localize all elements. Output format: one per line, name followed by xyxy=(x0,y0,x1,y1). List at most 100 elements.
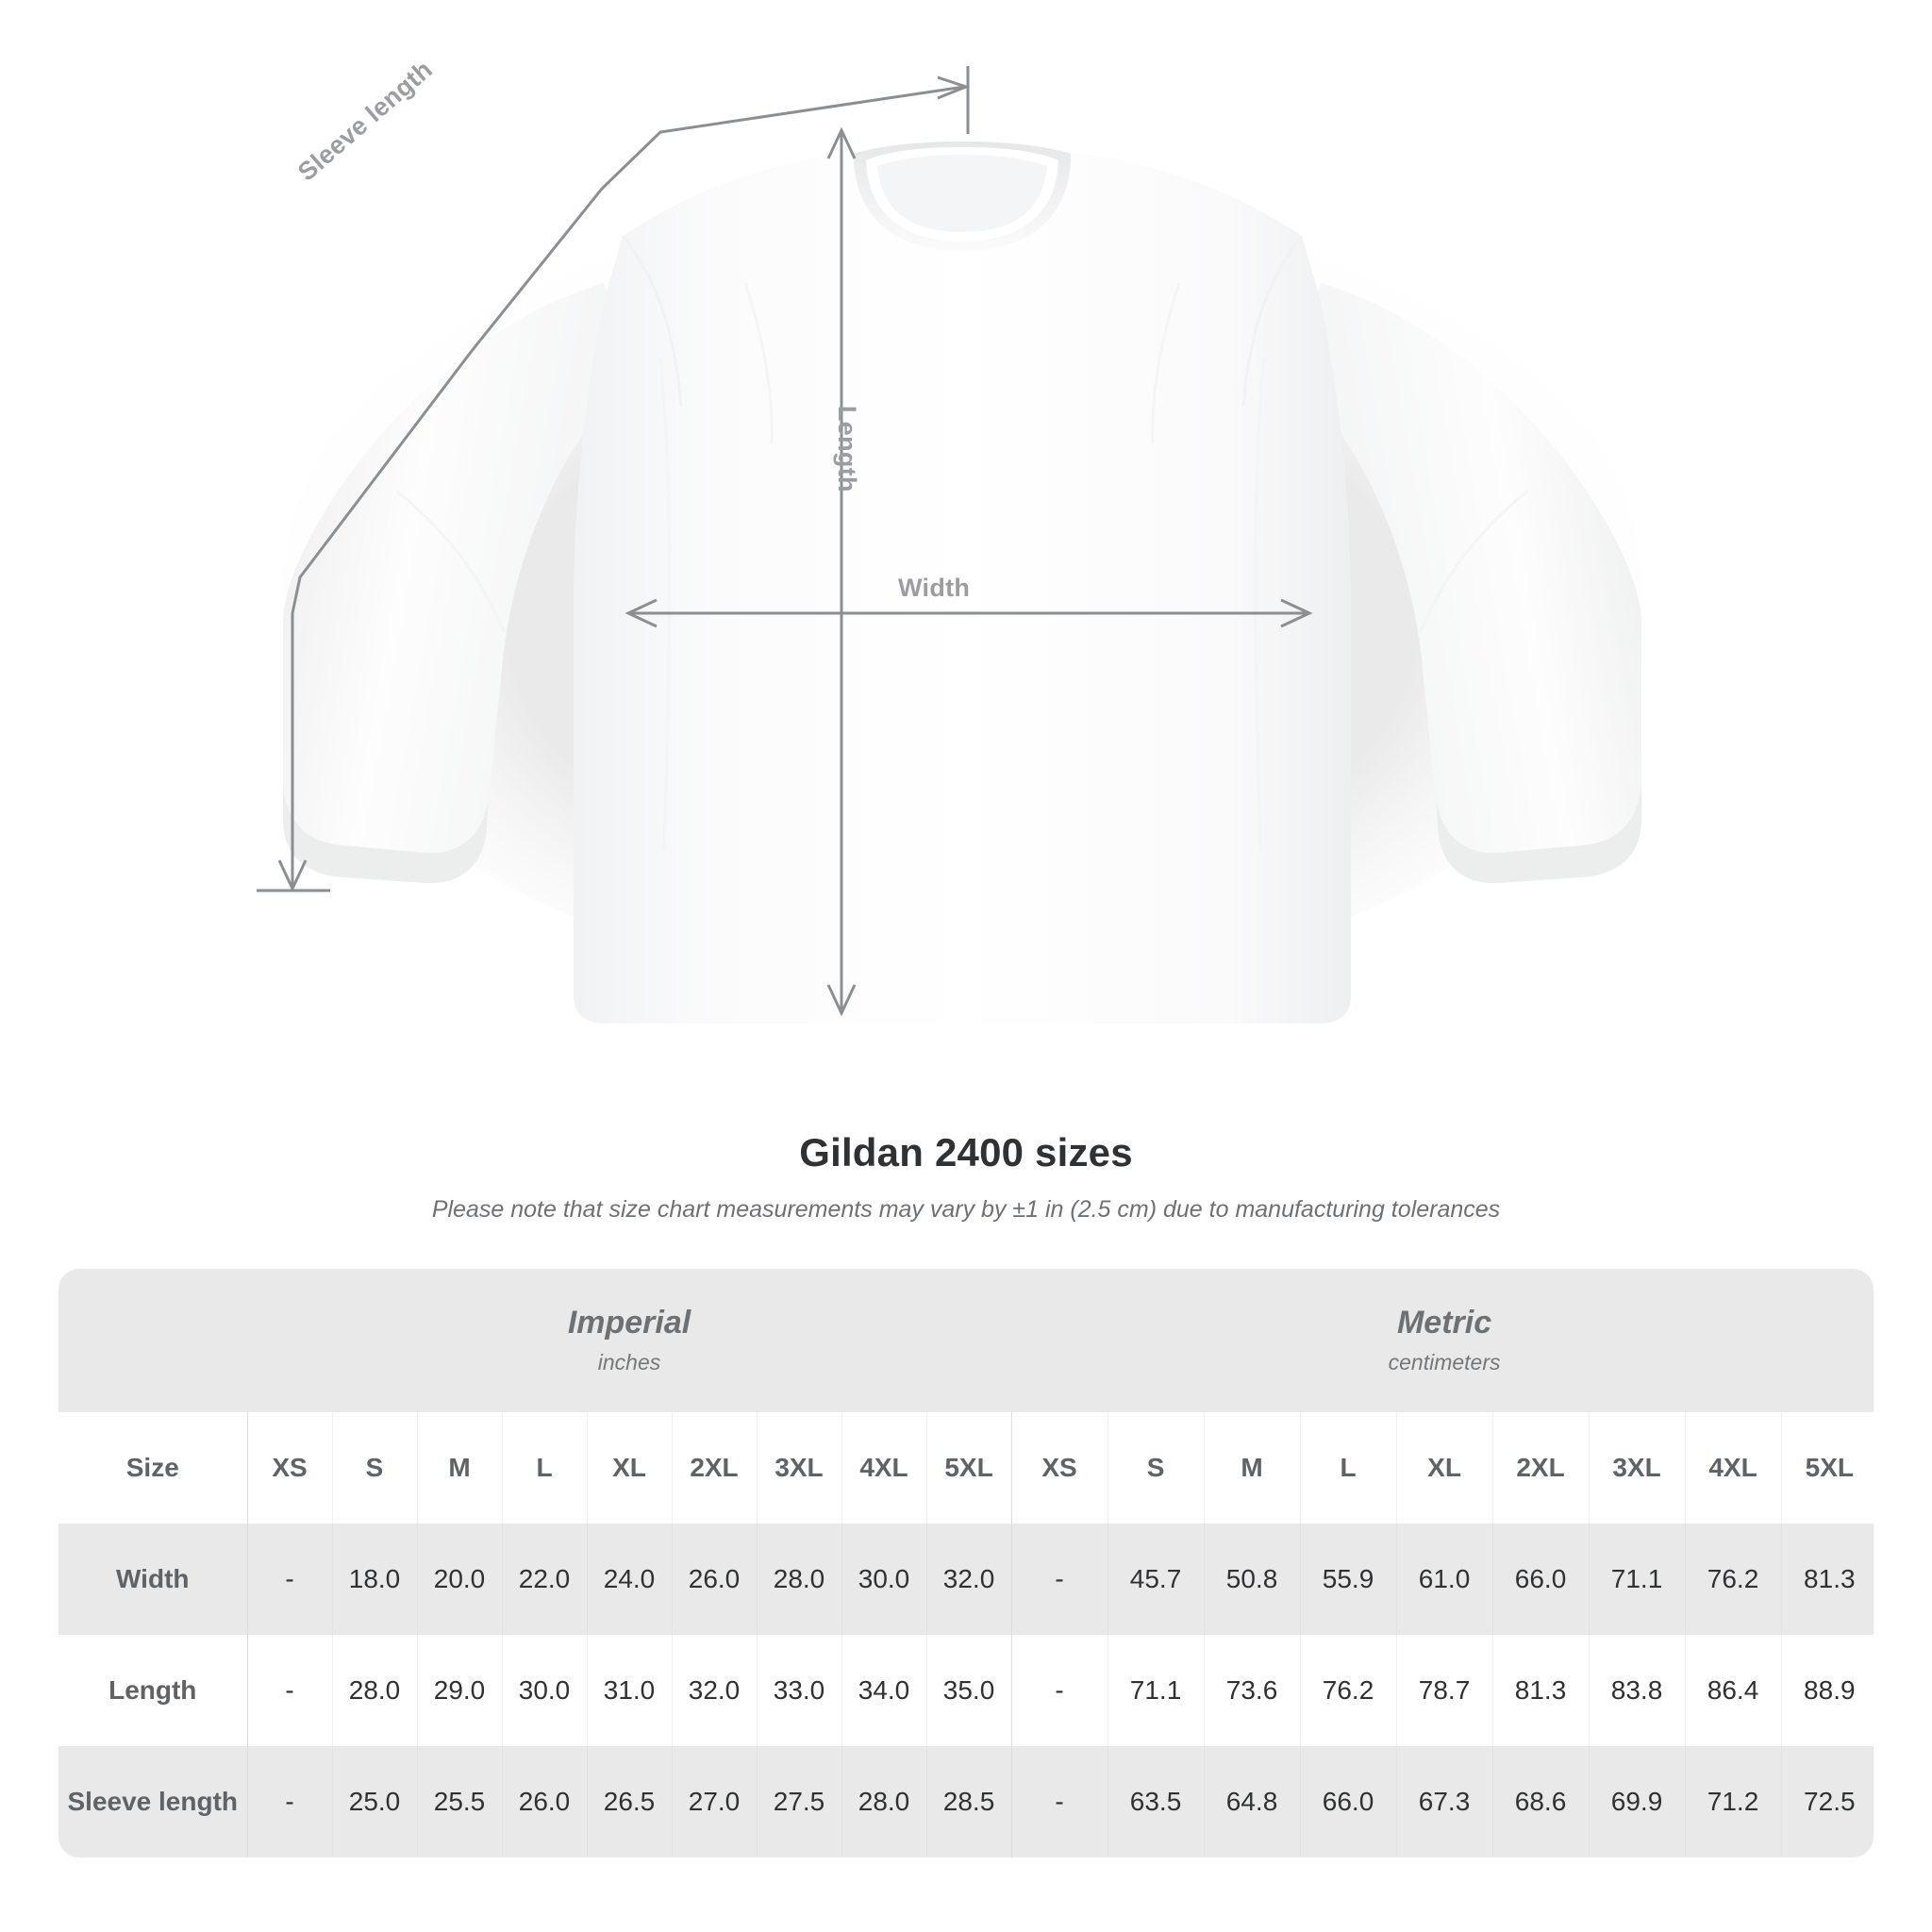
cell-width-metric-3xl: 71.1 xyxy=(1588,1524,1686,1635)
unit-name-metric: Metric xyxy=(1396,1304,1492,1341)
cell-length-imperial-xl: 31.0 xyxy=(586,1635,672,1746)
unit-sub-imperial: inches xyxy=(597,1350,661,1375)
size-header-metric-l: L xyxy=(1299,1412,1397,1524)
cell-width-metric-m: 50.8 xyxy=(1203,1524,1301,1635)
size-header-metric-4xl: 4XL xyxy=(1684,1412,1782,1524)
cell-sleeve-imperial-3xl: 27.5 xyxy=(756,1746,841,1857)
cell-sleeve-metric-s: 63.5 xyxy=(1107,1746,1205,1857)
cell-sleeve-imperial-xl: 26.5 xyxy=(586,1746,672,1857)
length-dimension-label: Length xyxy=(833,406,861,492)
size-header-imperial-4xl: 4XL xyxy=(841,1412,926,1524)
unit-header-spacer xyxy=(58,1269,247,1412)
cell-width-metric-4xl: 76.2 xyxy=(1684,1524,1782,1635)
cell-length-metric-xl: 78.7 xyxy=(1395,1635,1493,1746)
unit-header-row: Imperial inches Metric centimeters xyxy=(58,1269,1874,1412)
cell-width-imperial-s: 18.0 xyxy=(331,1524,417,1635)
cell-width-imperial-5xl: 32.0 xyxy=(925,1524,1012,1635)
size-header-imperial-s: S xyxy=(331,1412,417,1524)
table-row: Width - 18.0 20.0 22.0 24.0 26.0 28.0 30… xyxy=(58,1524,1874,1635)
cell-length-metric-m: 73.6 xyxy=(1203,1635,1301,1746)
cell-width-imperial-l: 22.0 xyxy=(501,1524,587,1635)
cell-sleeve-imperial-2xl: 27.0 xyxy=(671,1746,757,1857)
cell-length-imperial-xs: - xyxy=(246,1635,332,1746)
cell-width-metric-5xl: 81.3 xyxy=(1780,1524,1874,1635)
row-label-width: Width xyxy=(58,1524,247,1635)
garment-illustration: Sleeve length Length Width xyxy=(257,55,1641,1024)
measurement-lines xyxy=(257,66,1313,1017)
size-header-imperial-2xl: 2XL xyxy=(671,1412,757,1524)
size-header-imperial-xl: XL xyxy=(586,1412,672,1524)
cell-sleeve-imperial-s: 25.0 xyxy=(331,1746,417,1857)
cell-width-metric-xs: - xyxy=(1010,1524,1108,1635)
cell-sleeve-imperial-m: 25.5 xyxy=(416,1746,502,1857)
tolerance-note: Please note that size chart measurements… xyxy=(431,1196,1501,1223)
cell-length-metric-5xl: 88.9 xyxy=(1780,1635,1874,1746)
size-header-metric-s: S xyxy=(1107,1412,1205,1524)
table-row: Length - 28.0 29.0 30.0 31.0 32.0 33.0 3… xyxy=(58,1635,1874,1746)
cell-length-imperial-5xl: 35.0 xyxy=(925,1635,1012,1746)
cell-width-metric-s: 45.7 xyxy=(1107,1524,1205,1635)
unit-sub-metric: centimeters xyxy=(1388,1350,1501,1375)
size-header-label: Size xyxy=(58,1412,247,1524)
row-label-sleeve-length: Sleeve length xyxy=(58,1746,247,1857)
cell-length-imperial-4xl: 34.0 xyxy=(841,1635,926,1746)
unit-header-imperial: Imperial inches xyxy=(247,1269,1012,1412)
cell-sleeve-metric-xl: 67.3 xyxy=(1395,1746,1493,1857)
unit-name-imperial: Imperial xyxy=(567,1304,691,1341)
size-header-metric-2xl: 2XL xyxy=(1491,1412,1590,1524)
cell-sleeve-metric-m: 64.8 xyxy=(1203,1746,1301,1857)
cell-length-metric-3xl: 83.8 xyxy=(1588,1635,1686,1746)
cell-length-imperial-m: 29.0 xyxy=(416,1635,502,1746)
size-header-imperial-3xl: 3XL xyxy=(756,1412,841,1524)
page-title: Gildan 2400 sizes xyxy=(799,1130,1133,1174)
size-header-metric-3xl: 3XL xyxy=(1588,1412,1686,1524)
shirt-shape xyxy=(283,142,1641,1024)
cell-length-imperial-l: 30.0 xyxy=(501,1635,587,1746)
cell-length-metric-s: 71.1 xyxy=(1107,1635,1205,1746)
size-header-metric-m: M xyxy=(1203,1412,1301,1524)
cell-length-imperial-2xl: 32.0 xyxy=(671,1635,757,1746)
cell-width-metric-l: 55.9 xyxy=(1299,1524,1397,1635)
cell-sleeve-metric-3xl: 69.9 xyxy=(1588,1746,1686,1857)
cell-width-imperial-3xl: 28.0 xyxy=(756,1524,841,1635)
garment-photo xyxy=(257,66,1641,1024)
cell-length-imperial-3xl: 33.0 xyxy=(756,1635,841,1746)
size-header-row: Size XS S M L XL 2XL 3XL 4XL 5XL XS S M … xyxy=(58,1412,1874,1524)
size-header-metric-xl: XL xyxy=(1395,1412,1493,1524)
cell-width-imperial-m: 20.0 xyxy=(416,1524,502,1635)
cell-width-metric-xl: 61.0 xyxy=(1395,1524,1493,1635)
size-table-container: Imperial inches Metric centimeters Size … xyxy=(58,1269,1874,1857)
title-block: Gildan 2400 sizes Please note that size … xyxy=(0,1130,1932,1224)
cell-sleeve-metric-5xl: 72.5 xyxy=(1780,1746,1874,1857)
table-row: Sleeve length - 25.0 25.5 26.0 26.5 27.0… xyxy=(58,1746,1874,1857)
size-header-imperial-m: M xyxy=(416,1412,502,1524)
cell-width-imperial-xl: 24.0 xyxy=(586,1524,672,1635)
cell-length-metric-2xl: 81.3 xyxy=(1491,1635,1590,1746)
cell-sleeve-imperial-l: 26.0 xyxy=(501,1746,587,1857)
width-dimension-label: Width xyxy=(898,574,971,602)
size-header-imperial-l: L xyxy=(501,1412,587,1524)
cell-width-metric-2xl: 66.0 xyxy=(1491,1524,1590,1635)
cell-sleeve-metric-2xl: 68.6 xyxy=(1491,1746,1590,1857)
size-header-imperial-xs: XS xyxy=(246,1412,332,1524)
cell-sleeve-imperial-4xl: 28.0 xyxy=(841,1746,926,1857)
cell-length-imperial-s: 28.0 xyxy=(331,1635,417,1746)
cell-width-imperial-xs: - xyxy=(246,1524,332,1635)
cell-sleeve-metric-xs: - xyxy=(1010,1746,1108,1857)
size-header-imperial-5xl: 5XL xyxy=(925,1412,1012,1524)
row-label-length: Length xyxy=(58,1635,247,1746)
size-header-metric-5xl: 5XL xyxy=(1780,1412,1874,1524)
unit-header-metric: Metric centimeters xyxy=(1011,1269,1874,1412)
cell-length-metric-4xl: 86.4 xyxy=(1684,1635,1782,1746)
size-table: Imperial inches Metric centimeters Size … xyxy=(58,1269,1874,1857)
cell-length-metric-l: 76.2 xyxy=(1299,1635,1397,1746)
cell-sleeve-metric-l: 66.0 xyxy=(1299,1746,1397,1857)
cell-sleeve-metric-4xl: 71.2 xyxy=(1684,1746,1782,1857)
size-header-metric-xs: XS xyxy=(1010,1412,1108,1524)
cell-length-metric-xs: - xyxy=(1010,1635,1108,1746)
cell-width-imperial-2xl: 26.0 xyxy=(671,1524,757,1635)
cell-sleeve-imperial-5xl: 28.5 xyxy=(925,1746,1012,1857)
cell-width-imperial-4xl: 30.0 xyxy=(841,1524,926,1635)
cell-sleeve-imperial-xs: - xyxy=(246,1746,332,1857)
